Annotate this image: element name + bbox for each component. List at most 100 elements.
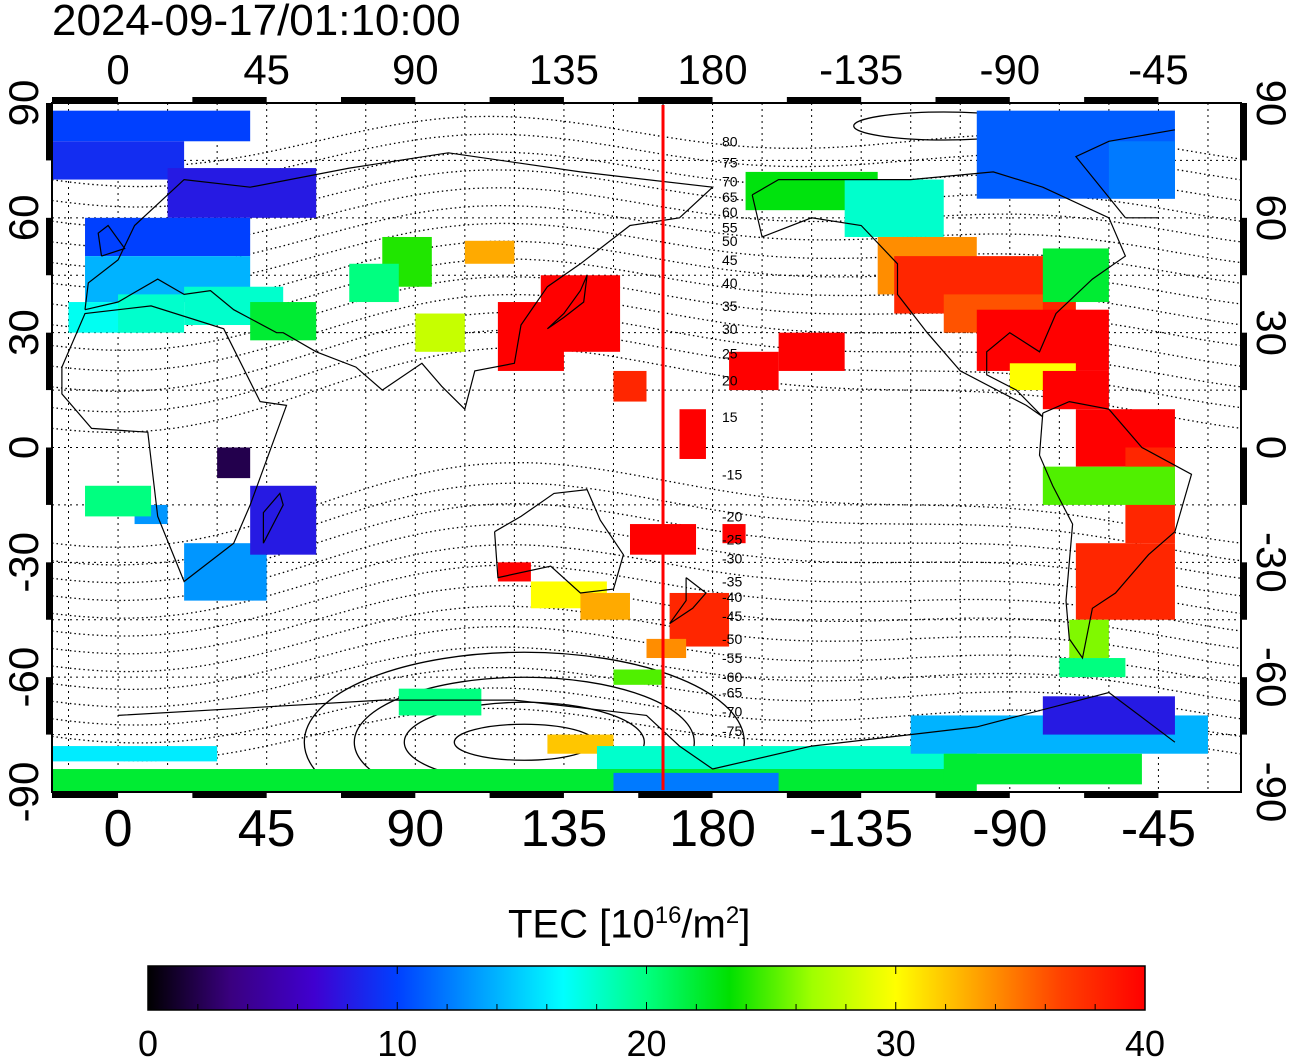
contour-label: 70: [722, 173, 738, 189]
frame-bar: [1241, 332, 1247, 391]
contour-label: 40: [722, 275, 738, 291]
contour-label: 60: [722, 204, 738, 220]
lat-tick-right: -60: [1248, 647, 1294, 708]
coastline: [84, 152, 714, 411]
lat-tick-left: -30: [0, 532, 47, 593]
frame-bar: [46, 332, 52, 391]
contour-label: 15: [722, 409, 738, 425]
mag-contour: [52, 258, 1241, 331]
lon-tick-top: 180: [678, 46, 748, 93]
colorbar-tick: 40: [1125, 1023, 1165, 1057]
frame-bar: [489, 792, 564, 798]
tec-patch: [646, 638, 687, 659]
lat-tick-right: 60: [1248, 194, 1294, 241]
frame-bar: [1241, 562, 1247, 620]
contour-label: -15: [722, 466, 742, 482]
contour-label: -50: [722, 631, 742, 647]
tec-patch: [679, 409, 706, 459]
contour-label: -20: [722, 508, 742, 524]
contour-label: 75: [722, 154, 738, 170]
contour-label: 50: [722, 233, 738, 249]
timestamp-title: 2024-09-17/01:10:00: [52, 0, 461, 45]
coastline: [52, 129, 1176, 219]
tec-patch: [1042, 696, 1175, 735]
mag-contour: [52, 585, 1241, 655]
mag-contour: [52, 204, 1241, 270]
lon-tick-bottom: 0: [104, 800, 133, 858]
coastline: [546, 275, 588, 330]
colorbar-tick: 20: [626, 1023, 666, 1057]
lon-tick-top: -45: [1128, 46, 1189, 93]
frame-bar: [52, 792, 119, 798]
mag-contour: [52, 564, 1241, 637]
mag-pole-contour: [303, 651, 745, 792]
coastline: [61, 305, 288, 583]
colorbar-ticks: 0 10 20 30 40: [138, 966, 1165, 1057]
colorbar-label-exp1: 16: [654, 902, 682, 929]
colorbar-label-main: TEC [10: [508, 902, 655, 947]
tec-patch: [613, 370, 647, 402]
tec-patch: [613, 669, 664, 685]
tec-patch: [167, 168, 317, 218]
frame-bar: [1241, 677, 1247, 735]
tec-patch: [497, 302, 564, 371]
coastline: [118, 691, 1176, 770]
frame-bar: [935, 792, 1010, 798]
frame-bar: [786, 97, 862, 103]
frame-bar: [638, 792, 713, 798]
tec-patch: [669, 592, 730, 647]
mag-contour: [52, 115, 1241, 167]
contour-label: 20: [722, 373, 738, 389]
lat-tick-left: 30: [0, 309, 47, 356]
tec-patch: [398, 688, 482, 716]
colorbar-label-end: ]: [739, 902, 751, 947]
tec-patch: [1042, 370, 1109, 410]
frame-bar: [192, 792, 267, 798]
contour-label: -35: [722, 573, 742, 589]
lat-tick-left: -90: [0, 762, 47, 823]
frame-bar: [340, 97, 416, 103]
coastline: [494, 488, 625, 594]
frame-bar: [46, 217, 52, 276]
tec-patch: [464, 240, 515, 264]
tec-patch: [250, 485, 317, 555]
tec-patch: [217, 447, 251, 479]
lon-tick-bottom: -45: [1121, 800, 1196, 858]
lat-tick-right: -30: [1248, 532, 1294, 593]
tec-patch: [580, 592, 630, 620]
tec-patch: [943, 753, 1142, 785]
colorbar-tick: 10: [377, 1023, 417, 1057]
contour-label: -30: [722, 551, 742, 567]
frame-bar: [1241, 217, 1247, 276]
tec-patch: [1042, 466, 1175, 505]
tec-patch: [778, 332, 845, 371]
mag-contour: [52, 544, 1241, 619]
frame-bar: [638, 97, 713, 103]
lon-tick-top: 0: [106, 46, 129, 93]
tec-patch: [722, 524, 746, 544]
lon-tick-top: 90: [392, 46, 439, 93]
contour-label: -40: [722, 589, 742, 605]
lon-tick-bottom: 90: [386, 800, 444, 858]
lat-tick-right: 30: [1248, 309, 1294, 356]
lon-tick-top: -135: [819, 46, 903, 93]
frame-bar: [1084, 792, 1159, 798]
lon-tick-top: 135: [529, 46, 599, 93]
mag-contour: [52, 707, 1241, 762]
tec-patch: [729, 351, 779, 391]
lat-tick-right: 90: [1248, 80, 1294, 127]
axis-tick-labels: 0 45 90 135 180 -135 -90 -45 0 45 90 135 180 -135 -90 -…: [0, 46, 1294, 858]
frame-bar: [935, 97, 1010, 103]
lon-tick-top: 45: [243, 46, 290, 93]
tec-patch: [497, 562, 531, 582]
colorbar-tick: 0: [138, 1023, 158, 1057]
mag-contour: [52, 625, 1241, 691]
tec-patch: [250, 302, 317, 341]
colorbar-label-exp2: 2: [725, 902, 740, 929]
lat-tick-left: 60: [0, 194, 47, 241]
contour-label: 65: [722, 189, 738, 205]
lat-tick-left: -60: [0, 647, 47, 708]
colorbar-label-mid: /m: [681, 902, 726, 947]
